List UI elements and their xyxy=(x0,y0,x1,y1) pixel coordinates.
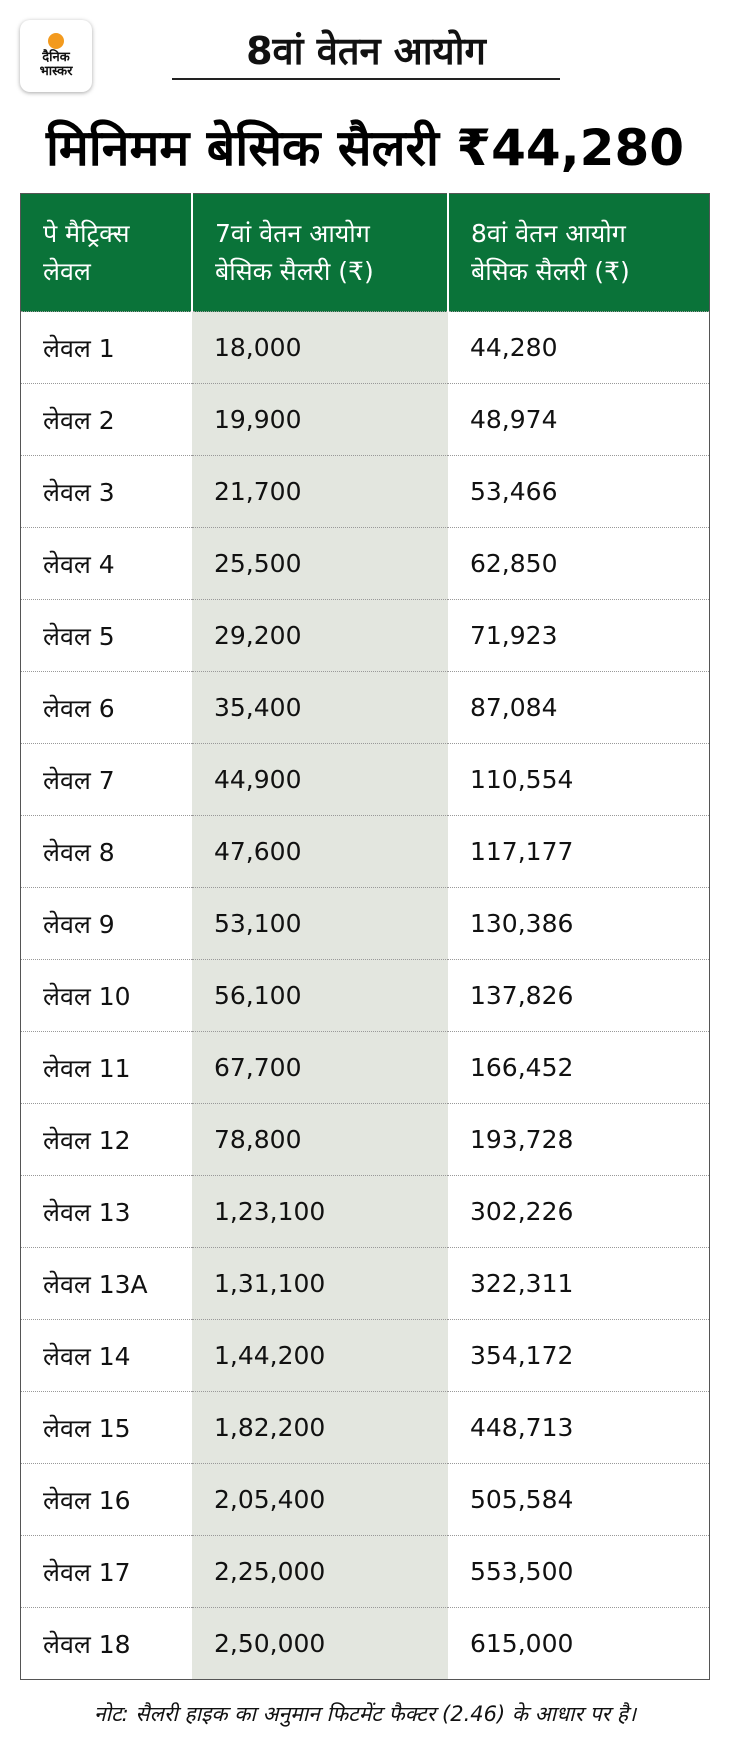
table-row: लेवल 17 2,25,000 553,500 xyxy=(20,1535,710,1608)
table-row: लेवल 7 44,900 110,554 xyxy=(20,743,710,816)
salary-table: पे मैट्रिक्स लेवल 7वां वेतन आयोग बेसिक स… xyxy=(20,193,710,1680)
cell-7th-salary: 1,31,100 xyxy=(192,1247,448,1320)
cell-8th-salary: 615,000 xyxy=(448,1607,710,1680)
cell-7th-salary: 78,800 xyxy=(192,1103,448,1176)
header-7th-cpc: 7वां वेतन आयोग बेसिक सैलरी (₹) xyxy=(192,193,449,312)
cell-7th-salary: 18,000 xyxy=(192,311,448,384)
cell-7th-salary: 1,23,100 xyxy=(192,1175,448,1248)
cell-8th-salary: 130,386 xyxy=(448,887,710,960)
table-row: लेवल 3 21,700 53,466 xyxy=(20,455,710,528)
cell-8th-salary: 166,452 xyxy=(448,1031,710,1104)
cell-7th-salary: 44,900 xyxy=(192,743,448,816)
dainik-bhaskar-logo: दैनिक भास्कर xyxy=(20,20,92,92)
cell-level: लेवल 5 xyxy=(20,599,192,672)
cell-level: लेवल 1 xyxy=(20,311,192,384)
table-row: लेवल 18 2,50,000 615,000 xyxy=(20,1607,710,1680)
cell-8th-salary: 110,554 xyxy=(448,743,710,816)
cell-7th-salary: 1,82,200 xyxy=(192,1391,448,1464)
cell-8th-salary: 48,974 xyxy=(448,383,710,456)
cell-7th-salary: 35,400 xyxy=(192,671,448,744)
table-row: लेवल 6 35,400 87,084 xyxy=(20,671,710,744)
logo-text-line1: दैनिक xyxy=(42,50,70,65)
cell-8th-salary: 193,728 xyxy=(448,1103,710,1176)
cell-8th-salary: 53,466 xyxy=(448,455,710,528)
cell-level: लेवल 8 xyxy=(20,815,192,888)
cell-level: लेवल 11 xyxy=(20,1031,192,1104)
table-row: लेवल 13A 1,31,100 322,311 xyxy=(20,1247,710,1320)
cell-level: लेवल 10 xyxy=(20,959,192,1032)
sun-icon xyxy=(48,33,64,49)
cell-8th-salary: 553,500 xyxy=(448,1535,710,1608)
kicker-underline xyxy=(172,78,560,80)
cell-8th-salary: 302,226 xyxy=(448,1175,710,1248)
cell-8th-salary: 354,172 xyxy=(448,1319,710,1392)
cell-8th-salary: 62,850 xyxy=(448,527,710,600)
cell-8th-salary: 87,084 xyxy=(448,671,710,744)
cell-level: लेवल 13 xyxy=(20,1175,192,1248)
cell-7th-salary: 2,05,400 xyxy=(192,1463,448,1536)
cell-8th-salary: 322,311 xyxy=(448,1247,710,1320)
cell-level: लेवल 16 xyxy=(20,1463,192,1536)
kicker-title: 8वां वेतन आयोग xyxy=(246,29,486,73)
cell-level: लेवल 12 xyxy=(20,1103,192,1176)
cell-8th-salary: 71,923 xyxy=(448,599,710,672)
cell-7th-salary: 29,200 xyxy=(192,599,448,672)
cell-7th-salary: 56,100 xyxy=(192,959,448,1032)
cell-8th-salary: 137,826 xyxy=(448,959,710,1032)
table-row: लेवल 16 2,05,400 505,584 xyxy=(20,1463,710,1536)
cell-level: लेवल 17 xyxy=(20,1535,192,1608)
cell-8th-salary: 448,713 xyxy=(448,1391,710,1464)
table-row: लेवल 4 25,500 62,850 xyxy=(20,527,710,600)
table-row: लेवल 8 47,600 117,177 xyxy=(20,815,710,888)
cell-7th-salary: 25,500 xyxy=(192,527,448,600)
table-row: लेवल 10 56,100 137,826 xyxy=(20,959,710,1032)
table-row: लेवल 13 1,23,100 302,226 xyxy=(20,1175,710,1248)
cell-level: लेवल 18 xyxy=(20,1607,192,1680)
cell-level: लेवल 2 xyxy=(20,383,192,456)
table-row: लेवल 5 29,200 71,923 xyxy=(20,599,710,672)
cell-7th-salary: 47,600 xyxy=(192,815,448,888)
cell-level: लेवल 9 xyxy=(20,887,192,960)
headline: मिनिमम बेसिक सैलरी ₹44,280 xyxy=(45,119,685,177)
logo-text-line2: भास्कर xyxy=(39,64,73,79)
cell-level: लेवल 15 xyxy=(20,1391,192,1464)
table-row: लेवल 12 78,800 193,728 xyxy=(20,1103,710,1176)
footnote: नोट: सैलरी हाइक का अनुमान फिटमेंट फैक्टर… xyxy=(93,1702,637,1726)
cell-7th-salary: 53,100 xyxy=(192,887,448,960)
cell-level: लेवल 14 xyxy=(20,1319,192,1392)
cell-level: लेवल 7 xyxy=(20,743,192,816)
cell-8th-salary: 44,280 xyxy=(448,311,710,384)
cell-level: लेवल 3 xyxy=(20,455,192,528)
cell-level: लेवल 4 xyxy=(20,527,192,600)
table-row: लेवल 1 18,000 44,280 xyxy=(20,311,710,384)
cell-7th-salary: 67,700 xyxy=(192,1031,448,1104)
cell-level: लेवल 13A xyxy=(20,1247,192,1320)
header-pay-level: पे मैट्रिक्स लेवल xyxy=(20,193,193,312)
cell-7th-salary: 19,900 xyxy=(192,383,448,456)
cell-8th-salary: 117,177 xyxy=(448,815,710,888)
table-row: लेवल 15 1,82,200 448,713 xyxy=(20,1391,710,1464)
table-row: लेवल 9 53,100 130,386 xyxy=(20,887,710,960)
cell-7th-salary: 21,700 xyxy=(192,455,448,528)
cell-8th-salary: 505,584 xyxy=(448,1463,710,1536)
table-row: लेवल 14 1,44,200 354,172 xyxy=(20,1319,710,1392)
cell-level: लेवल 6 xyxy=(20,671,192,744)
cell-7th-salary: 1,44,200 xyxy=(192,1319,448,1392)
table-header-row: पे मैट्रिक्स लेवल 7वां वेतन आयोग बेसिक स… xyxy=(20,193,710,312)
header-8th-cpc: 8वां वेतन आयोग बेसिक सैलरी (₹) xyxy=(448,193,710,312)
cell-7th-salary: 2,25,000 xyxy=(192,1535,448,1608)
cell-7th-salary: 2,50,000 xyxy=(192,1607,448,1680)
table-row: लेवल 2 19,900 48,974 xyxy=(20,383,710,456)
table-row: लेवल 11 67,700 166,452 xyxy=(20,1031,710,1104)
